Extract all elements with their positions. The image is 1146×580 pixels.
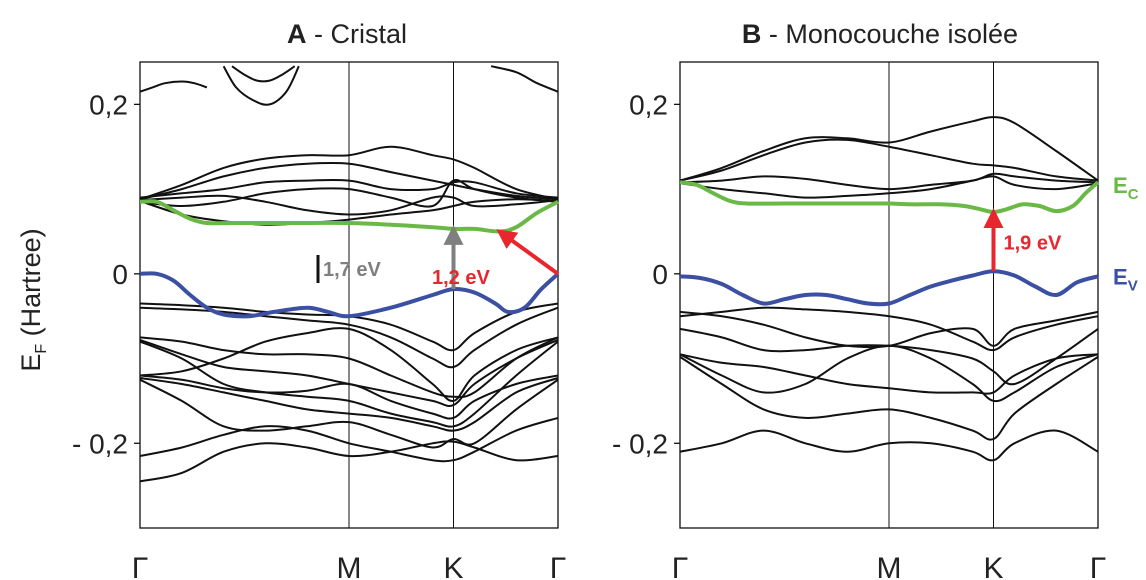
band-line [679, 306, 1099, 352]
gap-label: 1,2 eV [432, 267, 490, 289]
band-line [679, 172, 1099, 191]
band-line [139, 378, 559, 449]
y-axis-label: EF (Hartree) [16, 228, 50, 371]
gap-label: 1,9 eV [1004, 233, 1062, 255]
band-edge-label: EC [1113, 173, 1139, 203]
y-tick-label: 0,2 [89, 89, 128, 120]
panel-b-y-ticks: 0,2 0 - 0,2 [612, 89, 680, 459]
band-line [679, 356, 1099, 441]
valence-band [679, 269, 1099, 307]
y-tick-label: - 0,2 [612, 428, 668, 459]
band-line [139, 178, 559, 199]
band-line [679, 310, 1099, 349]
band-line [139, 336, 559, 399]
panel-a-letter: A [287, 19, 307, 49]
panel-a-title: A - Cristal [287, 19, 407, 49]
y-tick-label: 0 [112, 259, 128, 290]
band-line [679, 175, 1099, 199]
band-line [139, 194, 559, 216]
band-line [139, 198, 559, 226]
conduction-band [679, 180, 1100, 215]
panel-b-title-text: - Monocouche isolée [769, 19, 1018, 49]
band-line [139, 80, 208, 93]
band-line [679, 353, 1099, 395]
panel-a-annotations: 1,7 eV 1,2 eV [316, 224, 560, 290]
panel-a-kpoint-lines [348, 62, 454, 528]
y-axis-label-e: E [16, 354, 46, 372]
kpoint-label: M [877, 552, 902, 580]
kpoint-label: K [443, 552, 463, 580]
kpoint-label: Γ [672, 552, 689, 580]
band-line [231, 65, 296, 83]
valence-band [139, 271, 560, 319]
panel-b-monolayer: B - Monocouche isolée 0,2 0 - 0,2 Γ M K Γ 1,9… [612, 19, 1139, 580]
panel-b-edge-labels: EC EV [1113, 173, 1139, 295]
band-line [222, 65, 300, 106]
band-line [139, 327, 559, 402]
kpoint-label: Γ [132, 552, 149, 580]
band-line [490, 65, 559, 93]
band-line [139, 145, 559, 201]
gap-label: 1,7 eV [323, 259, 381, 281]
band-line [679, 327, 1099, 386]
band-line [679, 429, 1099, 462]
band-line [139, 377, 559, 432]
y-axis-label-sub: F [33, 344, 50, 354]
band-line [139, 179, 559, 208]
kpoint-label: K [983, 552, 1003, 580]
y-tick-label: - 0,2 [72, 428, 128, 459]
panel-b-annotations: 1,9 eV [983, 207, 1062, 272]
y-tick-label: 0,2 [629, 89, 668, 120]
gap-arrow [496, 229, 560, 276]
band-line [139, 374, 559, 420]
kpoint-label: Γ [1090, 552, 1107, 580]
panel-b-kpoint-lines [888, 62, 994, 528]
band-line [139, 338, 559, 407]
kpoint-label: Γ [550, 552, 567, 580]
band-line [139, 416, 559, 463]
band-line [139, 340, 559, 428]
band-line [139, 440, 559, 483]
panel-b-bands [679, 116, 1100, 462]
y-axis-label-unit: (Hartree) [16, 228, 46, 344]
band-line [679, 116, 1099, 182]
band-line [139, 302, 559, 352]
panel-b-title: B - Monocouche isolée [742, 19, 1018, 49]
kpoint-label: M [337, 552, 362, 580]
panel-a-title-text: - Cristal [314, 19, 407, 49]
band-edge-label: EV [1113, 264, 1138, 294]
panel-b-letter: B [742, 19, 762, 49]
panel-a-bands [139, 65, 560, 483]
band-line [679, 344, 1099, 403]
band-line [679, 138, 1099, 182]
panel-a-y-ticks: 0,2 0 - 0,2 [72, 89, 140, 459]
y-tick-label: 0 [652, 259, 668, 290]
